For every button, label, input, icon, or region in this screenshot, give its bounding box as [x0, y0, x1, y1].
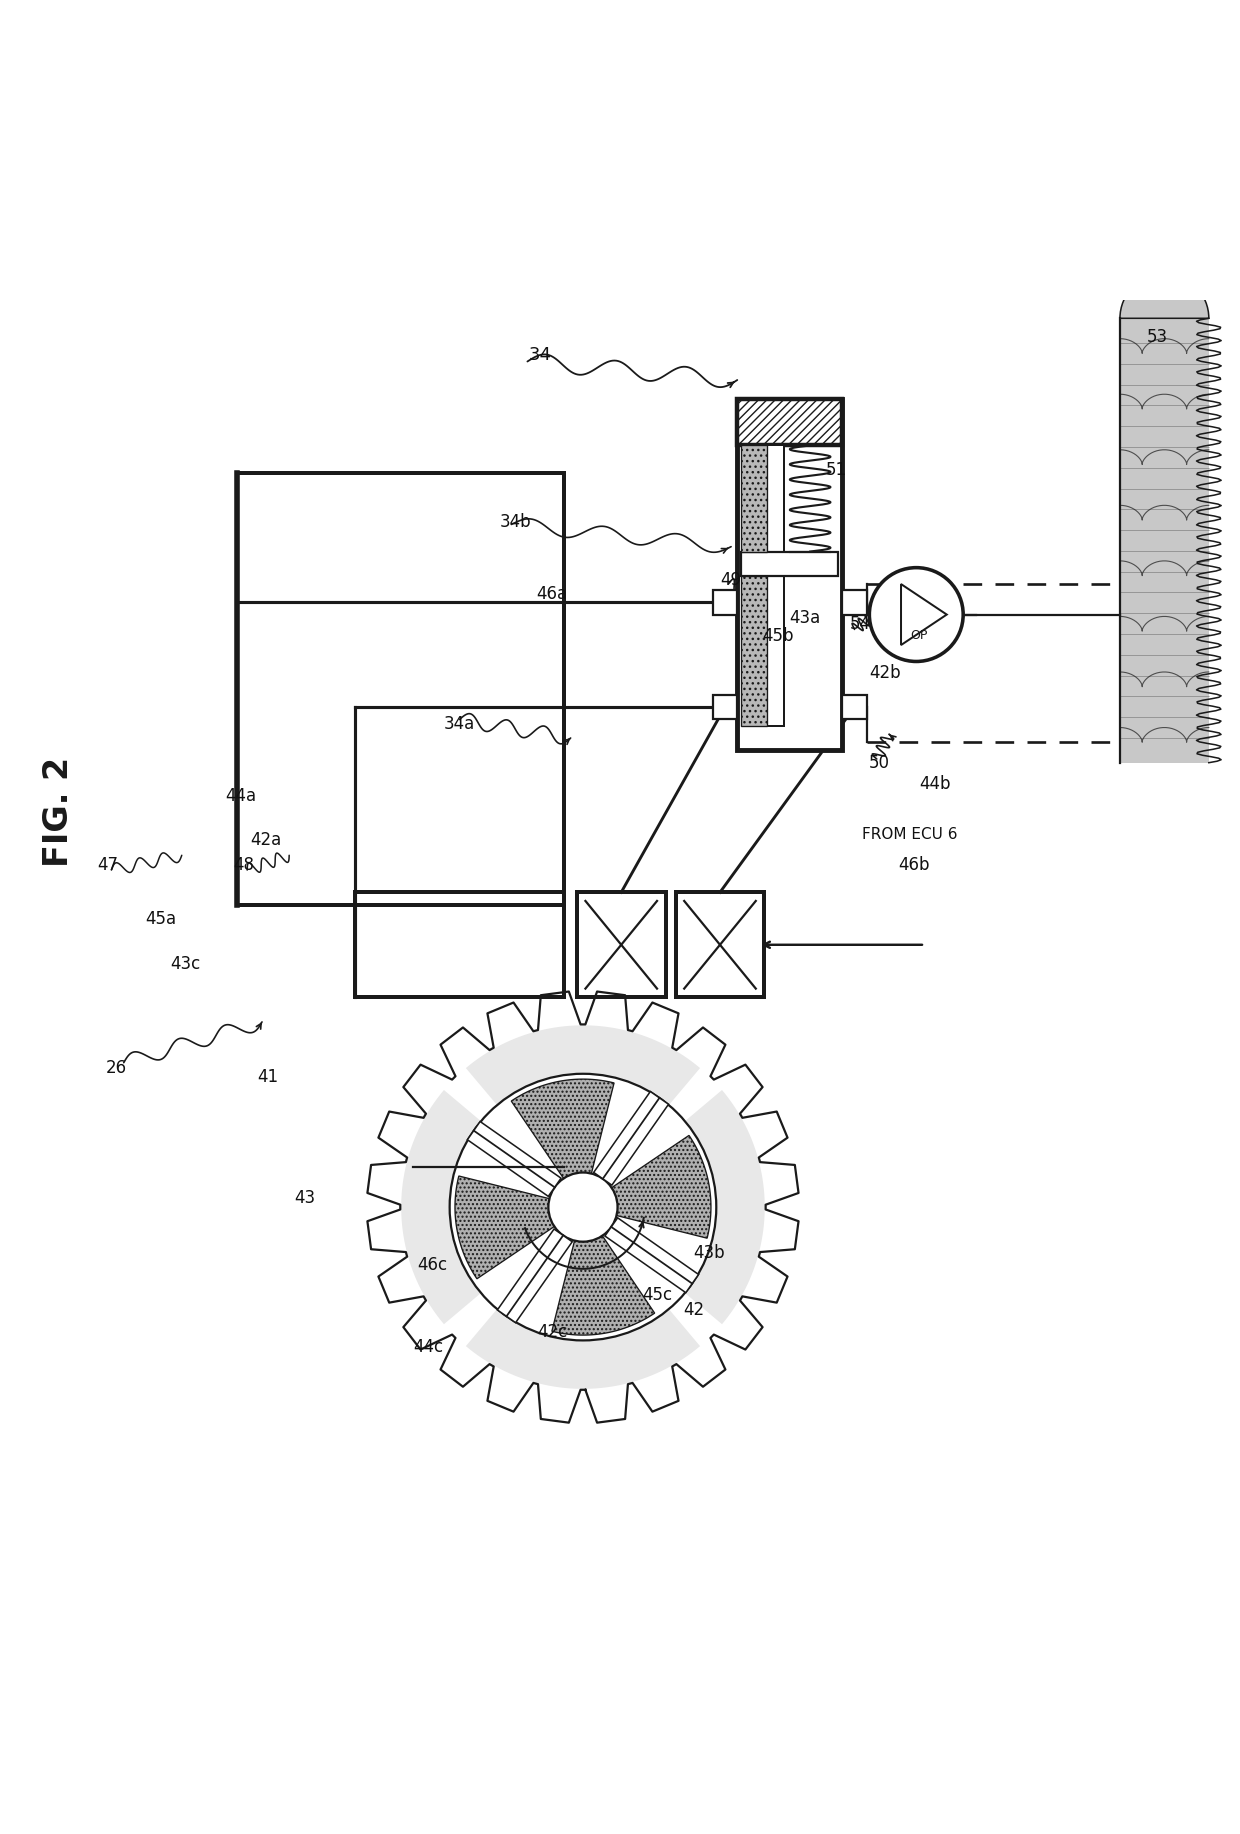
Text: 42b: 42b: [869, 664, 901, 682]
Text: 43b: 43b: [693, 1243, 724, 1262]
Polygon shape: [684, 1089, 765, 1324]
Text: 46a: 46a: [537, 585, 568, 603]
Text: 42: 42: [683, 1300, 704, 1319]
Polygon shape: [497, 1229, 572, 1322]
Text: 43: 43: [295, 1190, 316, 1207]
Text: 48: 48: [233, 856, 254, 875]
Polygon shape: [594, 1091, 668, 1185]
Text: OP: OP: [910, 629, 928, 642]
Polygon shape: [552, 1236, 655, 1335]
Text: 34a: 34a: [444, 715, 475, 734]
Bar: [742, 576, 766, 726]
Bar: [577, 893, 666, 998]
Text: FIG. 2: FIG. 2: [42, 757, 74, 867]
Text: 46b: 46b: [898, 856, 930, 875]
Polygon shape: [511, 1078, 614, 1179]
Bar: [1120, 319, 1209, 763]
Text: 54: 54: [851, 616, 872, 633]
Text: 34b: 34b: [500, 514, 531, 532]
Bar: [842, 695, 867, 719]
Polygon shape: [466, 1309, 701, 1388]
Text: 50: 50: [869, 754, 890, 772]
Text: 53: 53: [1147, 328, 1168, 347]
Text: 26: 26: [105, 1058, 126, 1077]
Bar: [738, 398, 842, 446]
Text: 44a: 44a: [226, 787, 257, 805]
Bar: [676, 893, 764, 998]
Text: 45c: 45c: [642, 1286, 672, 1304]
Polygon shape: [605, 1218, 698, 1293]
Text: 43a: 43a: [790, 609, 821, 627]
Text: 41: 41: [258, 1069, 279, 1086]
Wedge shape: [1120, 273, 1209, 319]
Bar: [713, 695, 738, 719]
Text: 42a: 42a: [250, 831, 281, 849]
Circle shape: [450, 1073, 717, 1341]
Polygon shape: [611, 1135, 711, 1238]
Bar: [842, 591, 867, 614]
Text: 49: 49: [720, 570, 742, 589]
Text: 42c: 42c: [537, 1322, 567, 1341]
Bar: [237, 473, 564, 904]
Polygon shape: [467, 1122, 560, 1196]
Text: 47: 47: [97, 856, 118, 875]
Bar: [742, 446, 766, 552]
Text: FROM ECU 6: FROM ECU 6: [862, 827, 957, 842]
Circle shape: [548, 1172, 618, 1242]
Text: 46c: 46c: [418, 1256, 448, 1275]
Text: 44b: 44b: [919, 774, 951, 792]
Text: 45a: 45a: [145, 910, 176, 928]
Bar: [738, 398, 842, 750]
Text: 43c: 43c: [170, 956, 201, 972]
Bar: [355, 893, 564, 998]
Text: 51: 51: [826, 460, 847, 479]
Circle shape: [869, 569, 963, 662]
Bar: [742, 552, 838, 576]
Bar: [766, 446, 784, 726]
Text: 45b: 45b: [763, 627, 794, 644]
Polygon shape: [901, 583, 947, 646]
Polygon shape: [455, 1176, 554, 1278]
Bar: [713, 591, 738, 614]
Polygon shape: [466, 1025, 701, 1106]
Text: 34: 34: [528, 347, 552, 365]
Polygon shape: [402, 1089, 481, 1324]
Text: 44c: 44c: [414, 1337, 444, 1355]
